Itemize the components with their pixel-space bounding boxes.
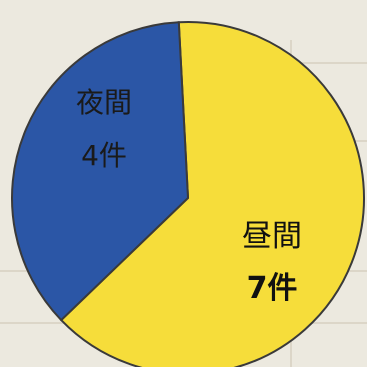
pie-slices [11,21,365,367]
slice-count-label: 4件 [81,139,127,172]
pie-labels: 昼間 7件 夜間 4件 [76,86,302,306]
slice-count-label: 7件 [247,271,298,306]
slice-label: 昼間 [242,219,302,254]
pie-slice-nighttime [11,21,190,322]
pie-slice-daytime [59,21,365,367]
slice-label: 夜間 [76,86,132,119]
